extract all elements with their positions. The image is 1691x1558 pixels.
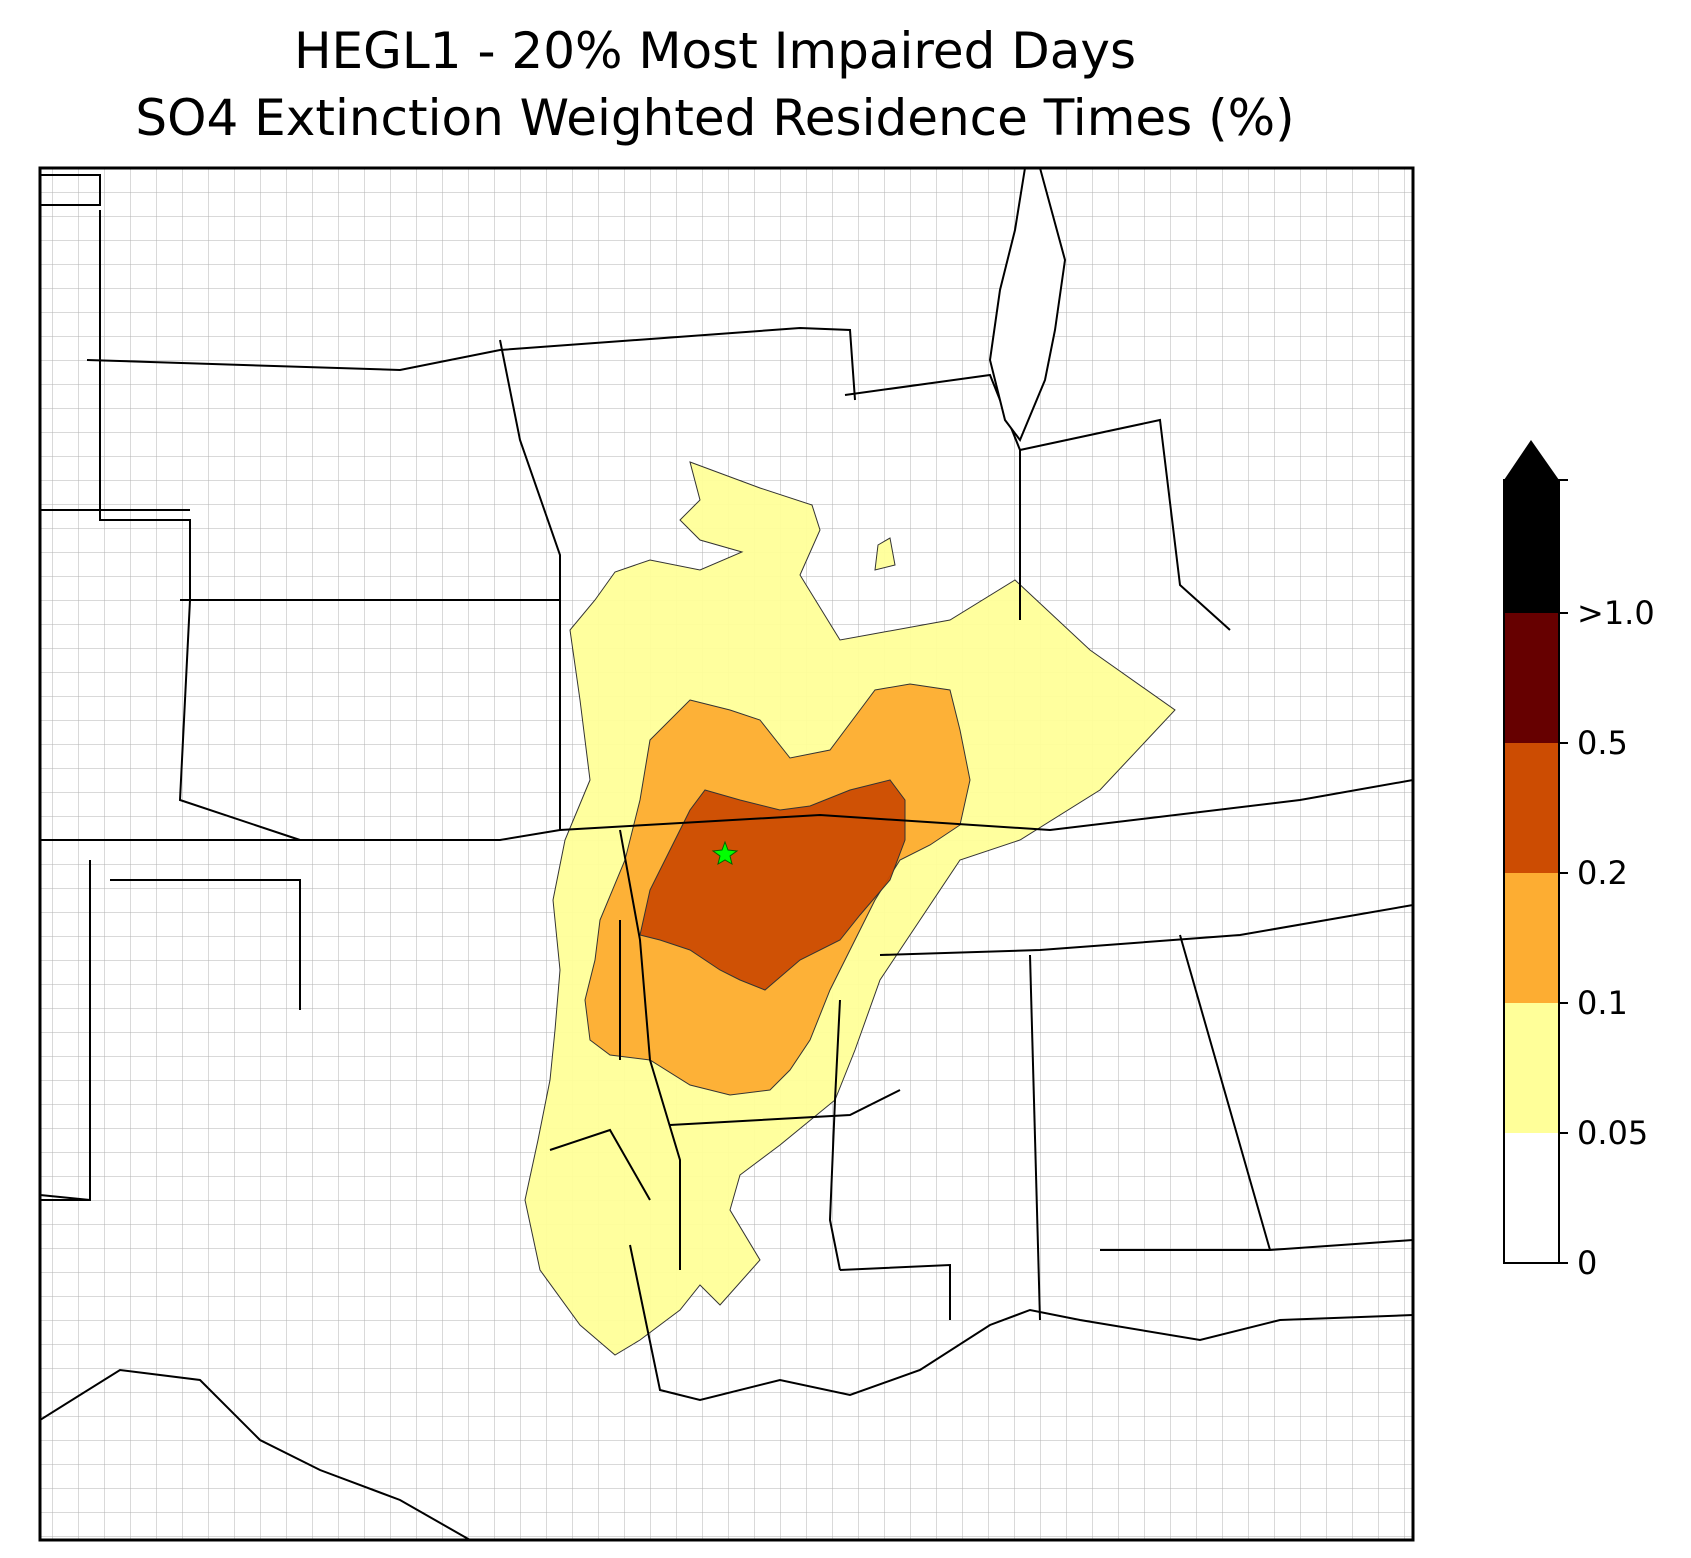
colorbar-segment-0: [1504, 1133, 1559, 1263]
chart-title-line-2: SO4 Extinction Weighted Residence Times …: [135, 89, 1295, 147]
map-area: [40, 168, 1413, 1540]
colorbar-segment-4: [1504, 613, 1559, 743]
chart-title-line-1: HEGL1 - 20% Most Impaired Days: [293, 22, 1137, 80]
colorbar-segment-1: [1504, 1003, 1559, 1133]
colorbar-segment-2: [1504, 873, 1559, 1003]
map-frame: [38, 166, 1415, 1542]
colorbar-ticks: [1559, 479, 1568, 1264]
colorbar-extend-arrow: [1504, 440, 1559, 480]
colorbar-tick-label-5: >1.0: [1577, 594, 1655, 632]
colorbar-segment-5: [1504, 480, 1559, 613]
colorbar-tick-label-0: 0: [1577, 1244, 1598, 1282]
site-marker-star-icon: [711, 840, 739, 866]
colorbar-segment-3: [1504, 743, 1559, 873]
contour-band-0-05-small: [874, 537, 896, 571]
colorbar-tick-label-4: 0.5: [1577, 724, 1628, 762]
colorbar-tick-label-1: 0.05: [1577, 1114, 1649, 1152]
colorbar-tick-label-3: 0.2: [1577, 854, 1628, 892]
colorbar: [1503, 440, 1568, 1264]
contour-band-0-2: [639, 779, 906, 991]
lake-michigan: [988, 168, 1067, 442]
colorbar-tick-label-2: 0.1: [1577, 984, 1628, 1022]
state-borders: [40, 174, 1413, 1540]
